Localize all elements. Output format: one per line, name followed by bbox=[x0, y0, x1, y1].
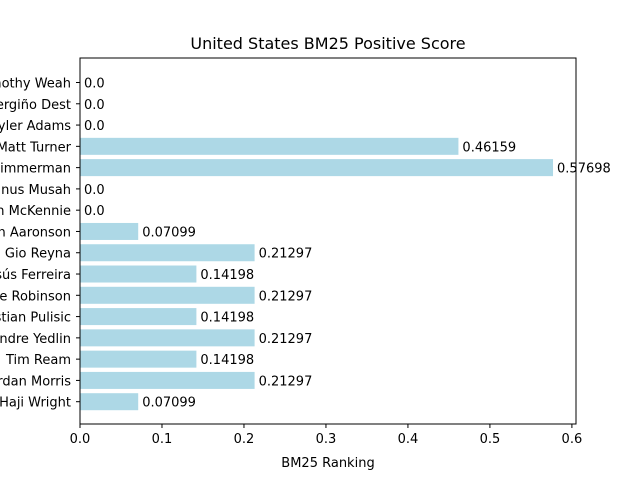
bar bbox=[80, 350, 197, 368]
bar bbox=[80, 244, 255, 262]
bar bbox=[80, 265, 197, 283]
y-tick-label: Weston McKennie bbox=[0, 204, 71, 219]
bar-value-label: 0.46159 bbox=[462, 140, 516, 155]
value-labels-layer: 0.0 0.0 0.0 0.46159 0.57698 0.0 0.0 0.07099 0.21… bbox=[84, 77, 611, 411]
x-tick-label: 0.4 bbox=[398, 432, 419, 447]
x-tick-label: 0.3 bbox=[316, 432, 337, 447]
y-axis-ticks: Timothy Weah Sergiño Dest Tyler Adams Matt … bbox=[0, 77, 80, 411]
y-tick-label: Gio Reyna bbox=[5, 247, 71, 262]
bars-layer bbox=[80, 137, 554, 411]
x-tick-label: 0.2 bbox=[234, 432, 255, 447]
y-tick-label: Tim Ream bbox=[5, 353, 71, 368]
bar-value-label: 0.21297 bbox=[259, 289, 313, 304]
y-tick-label: Tyler Adams bbox=[0, 119, 71, 134]
y-tick-label: Brenden Aaronson bbox=[0, 225, 71, 240]
y-tick-label: Christian Pulisic bbox=[0, 311, 71, 326]
bar-value-label: 0.0 bbox=[84, 204, 105, 219]
bar-value-label: 0.14198 bbox=[200, 311, 254, 326]
x-tick-label: 0.1 bbox=[152, 432, 173, 447]
plot-frame bbox=[79, 57, 577, 425]
y-tick-label: Sergiño Dest bbox=[0, 98, 71, 113]
bar bbox=[80, 286, 255, 304]
y-tick-label: Walker Zimmerman bbox=[0, 162, 71, 177]
bar-value-label: 0.0 bbox=[84, 98, 105, 113]
bar-value-label: 0.57698 bbox=[557, 162, 611, 177]
bar-value-label: 0.14198 bbox=[200, 353, 254, 368]
bar-value-label: 0.07099 bbox=[142, 225, 196, 240]
bar bbox=[80, 393, 139, 411]
bar bbox=[80, 371, 255, 389]
bar-value-label: 0.07099 bbox=[142, 396, 196, 411]
bar bbox=[80, 159, 554, 177]
bar bbox=[80, 137, 459, 155]
bar-value-label: 0.14198 bbox=[200, 268, 254, 283]
bar-value-label: 0.0 bbox=[84, 183, 105, 198]
bar-value-label: 0.0 bbox=[84, 119, 105, 134]
x-axis-label: BM25 Ranking bbox=[281, 456, 374, 471]
y-tick-label: DeAndre Yedlin bbox=[0, 332, 71, 347]
y-tick-label: Matt Turner bbox=[0, 140, 72, 155]
bar bbox=[80, 329, 255, 347]
y-tick-label: Jordan Morris bbox=[0, 374, 71, 389]
y-tick-label: Antonee Robinson bbox=[0, 289, 71, 304]
chart-title: United States BM25 Positive Score bbox=[190, 34, 465, 53]
y-tick-label: Yunus Musah bbox=[0, 183, 71, 198]
bar-value-label: 0.21297 bbox=[259, 374, 313, 389]
bar-value-label: 0.21297 bbox=[259, 247, 313, 262]
bar bbox=[80, 222, 139, 240]
x-tick-label: 0.5 bbox=[480, 432, 501, 447]
y-tick-label: Haji Wright bbox=[0, 396, 71, 411]
bar bbox=[80, 308, 197, 326]
y-tick-label: Jesús Ferreira bbox=[0, 268, 71, 283]
x-axis-ticks: 0.0 0.1 0.2 0.3 0.4 0.5 0.6 bbox=[70, 424, 583, 447]
x-tick-label: 0.0 bbox=[70, 432, 91, 447]
x-tick-label: 0.6 bbox=[562, 432, 583, 447]
bar-value-label: 0.0 bbox=[84, 77, 105, 92]
bar-value-label: 0.21297 bbox=[259, 332, 313, 347]
y-tick-label: Timothy Weah bbox=[0, 77, 71, 92]
